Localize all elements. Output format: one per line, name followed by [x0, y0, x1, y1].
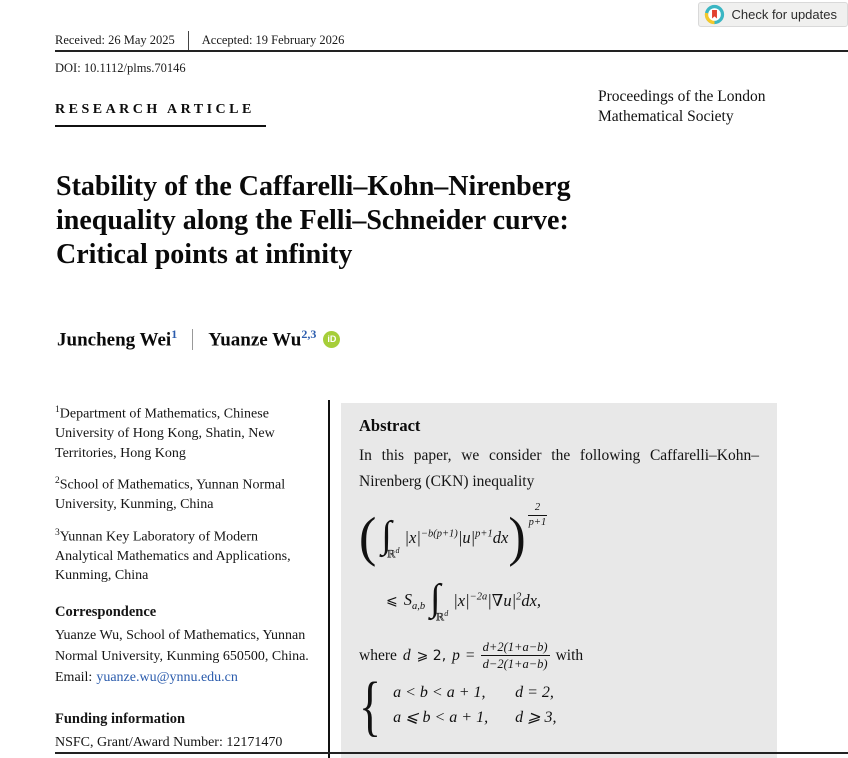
email-link[interactable]: yuanze.wu@ynnu.edu.cn	[96, 669, 238, 685]
author-2-name: Yuanze Wu	[208, 329, 302, 351]
orcid-icon[interactable]: iD	[323, 330, 341, 348]
abstract-intro: In this paper, we consider the following…	[359, 447, 759, 490]
author-divider	[192, 328, 194, 350]
dates-divider	[187, 31, 189, 50]
title-line2: inequality along the Felli–Schneider cur…	[56, 205, 569, 236]
integral-sign: ∫	[381, 514, 392, 556]
case-2-condition: a ⩽ b < a + 1,	[393, 709, 489, 726]
integral-sign-2: ∫	[430, 577, 441, 619]
leq-symbol: ⩽	[386, 593, 398, 609]
title-line3: Critical points at infinity	[56, 239, 353, 270]
affiliation-1-sup: 1	[55, 405, 60, 415]
cases-system: { a < b < a + 1, d = 2, a ⩽ b < a + 1, d…	[359, 671, 759, 738]
ckn-inequality-line2: ⩽ Sa,b ∫ ℝd |x|−2a|∇u|2dx,	[386, 575, 759, 627]
abstract-box: Abstract In this paper, we consider the …	[341, 403, 777, 758]
abstract-heading: Abstract	[359, 416, 421, 435]
affiliation-3-text: Yunnan Key Laboratory of Modern Analytic…	[55, 529, 291, 584]
integrand-2: |x|−2a|∇u|2dx,	[453, 591, 542, 610]
funding-heading: Funding information	[55, 710, 186, 727]
case-1-dimension: d = 2,	[515, 684, 554, 701]
where-d-cond: ⩾ 2,	[416, 647, 447, 664]
cases-brace: {	[359, 667, 382, 742]
crossmark-icon	[704, 4, 725, 25]
affiliation-2-sup: 2	[55, 476, 60, 487]
correspondence-heading: Correspondence	[55, 603, 157, 620]
author-2-affiliation-sup: 2,3	[301, 327, 317, 341]
author-1: Juncheng Wei1	[57, 327, 177, 351]
integrand-1: |x|−b(p+1)|u|p+1dx	[404, 528, 509, 547]
where-word: where	[359, 646, 397, 664]
ckn-inequality-line1: ( ∫ ℝd |x|−b(p+1)|u|p+1dx ) 2 p+1	[359, 502, 759, 569]
case-1-condition: a < b < a + 1,	[393, 684, 486, 701]
check-for-updates-button[interactable]: Check for updates	[698, 2, 848, 27]
equals-sign: =	[465, 646, 475, 664]
case-2-dimension: d ⩾ 3,	[515, 709, 557, 726]
author-2: Yuanze Wu2,3	[208, 327, 316, 351]
title-line1: Stability of the Caffarelli–Kohn–Nirenbe…	[56, 171, 571, 202]
author-1-affiliation-sup: 1	[171, 327, 178, 341]
right-paren: )	[508, 507, 526, 568]
journal-name-line2: Mathematical Society	[598, 108, 734, 125]
author-1-name: Juncheng Wei	[57, 329, 172, 351]
affiliation-1: 1Department of Mathematics, Chinese Univ…	[55, 401, 313, 463]
integral-domain: ℝd	[386, 545, 400, 561]
article-type-label: RESEARCH ARTICLE	[55, 102, 255, 117]
affiliation-2: 2School of Mathematics, Yunnan Normal Un…	[55, 472, 313, 515]
affiliation-3-sup: 3	[55, 527, 60, 538]
parameter-conditions: where d ⩾ 2, p = d+2(1+a−b) d−2(1+a−b) wi…	[359, 639, 759, 673]
authors-row: Juncheng Wei1 Yuanze Wu2,3 iD	[57, 327, 341, 351]
doi: DOI: 10.1112/plms.70146	[55, 61, 186, 75]
journal-name: Proceedings of the London Mathematical S…	[598, 87, 765, 127]
bottom-rule	[55, 752, 848, 754]
article-type-underline	[55, 125, 266, 127]
page-title: Stability of the Caffarelli–Kohn–Nirenbe…	[56, 170, 776, 272]
email-label: Email:	[55, 669, 93, 685]
funding-block: Funding information NSFC, Grant/Award Nu…	[55, 709, 313, 753]
correspondence-body: Yuanze Wu, School of Mathematics, Yunnan…	[55, 627, 309, 664]
affiliation-2-text: School of Mathematics, Yunnan Normal Uni…	[55, 477, 286, 513]
best-constant: Sa,b	[403, 590, 426, 612]
correspondence-block: Correspondence Yuanze Wu, School of Math…	[55, 602, 313, 688]
check-for-updates-label: Check for updates	[731, 7, 837, 22]
received-date: Received: 26 May 2025	[55, 33, 175, 47]
where-d: d	[402, 646, 411, 664]
where-p: p	[452, 646, 460, 664]
left-column: 1Department of Mathematics, Chinese Univ…	[55, 401, 313, 753]
correspondence-email-row: Email: yuanze.wu@ynnu.edu.cn	[55, 667, 313, 688]
accepted-date: Accepted: 19 February 2026	[201, 33, 345, 47]
integral-domain-2: ℝd	[435, 608, 449, 624]
with-word: with	[555, 646, 584, 664]
top-rule	[55, 50, 848, 52]
left-paren: (	[359, 507, 377, 568]
outer-exponent-fraction: 2 p+1	[527, 502, 548, 528]
cases-grid: a < b < a + 1, d = 2, a ⩽ b < a + 1, d ⩾…	[393, 684, 556, 727]
affiliation-1-text: Department of Mathematics, Chinese Unive…	[55, 406, 275, 461]
p-fraction: d+2(1+a−b) d−2(1+a−b)	[480, 640, 550, 672]
dates-row: Received: 26 May 2025 Accepted: 19 Febru…	[55, 31, 344, 50]
journal-name-line1: Proceedings of the London	[598, 88, 766, 105]
column-divider	[328, 400, 330, 758]
funding-body: NSFC, Grant/Award Number: 12171470	[55, 734, 283, 750]
affiliation-3: 3Yunnan Key Laboratory of Modern Analyti…	[55, 524, 313, 586]
